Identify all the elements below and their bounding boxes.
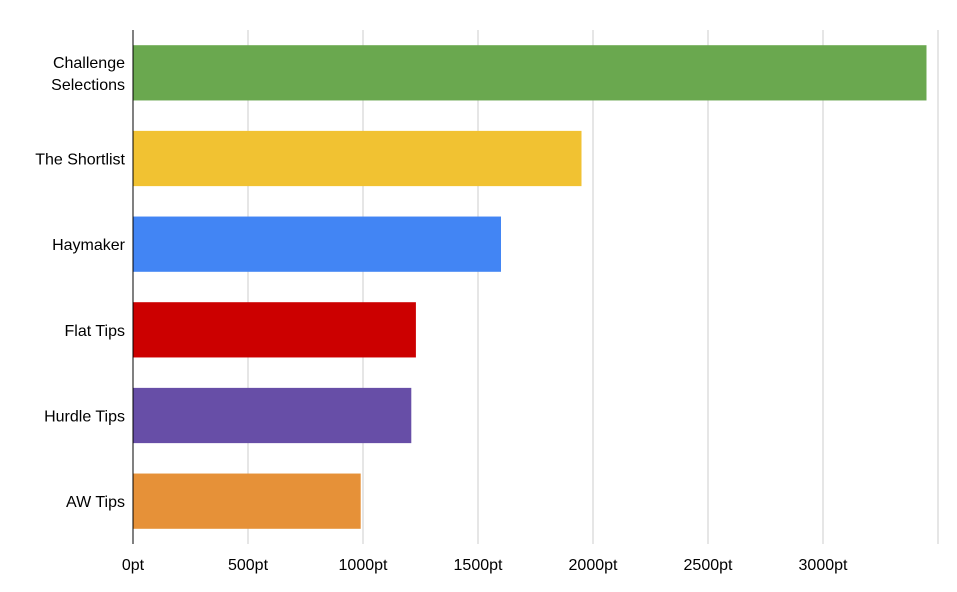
grid-lines: [247, 30, 939, 544]
bar: [133, 130, 582, 187]
bars: [133, 45, 927, 529]
category-label: Selections: [51, 77, 125, 94]
x-tick-label: 1500pt: [454, 557, 503, 574]
category-label: Flat Tips: [65, 323, 125, 340]
bar: [133, 216, 501, 272]
y-axis-category-labels: Challenge Selections The Shortlist Haymaker…: [35, 55, 125, 511]
x-axis-tick-labels: 0pt 500pt 1000pt 1500pt 2000pt 2500pt 3000pt: [122, 557, 848, 574]
category-label: Challenge: [53, 55, 125, 72]
category-label: The Shortlist: [35, 152, 125, 169]
bar: [133, 473, 361, 529]
x-tick-label: 3000pt: [799, 557, 848, 574]
x-tick-label: 500pt: [228, 557, 269, 574]
bar: [133, 387, 412, 444]
category-label: Hurdle Tips: [44, 409, 125, 426]
bar: [133, 302, 416, 358]
x-tick-label: 1000pt: [339, 557, 388, 574]
bar: [133, 45, 927, 101]
x-tick-label: 2000pt: [569, 557, 618, 574]
x-tick-label: 0pt: [122, 557, 145, 574]
category-label: AW Tips: [66, 494, 125, 511]
category-label: Haymaker: [52, 237, 126, 254]
x-tick-label: 2500pt: [684, 557, 733, 574]
